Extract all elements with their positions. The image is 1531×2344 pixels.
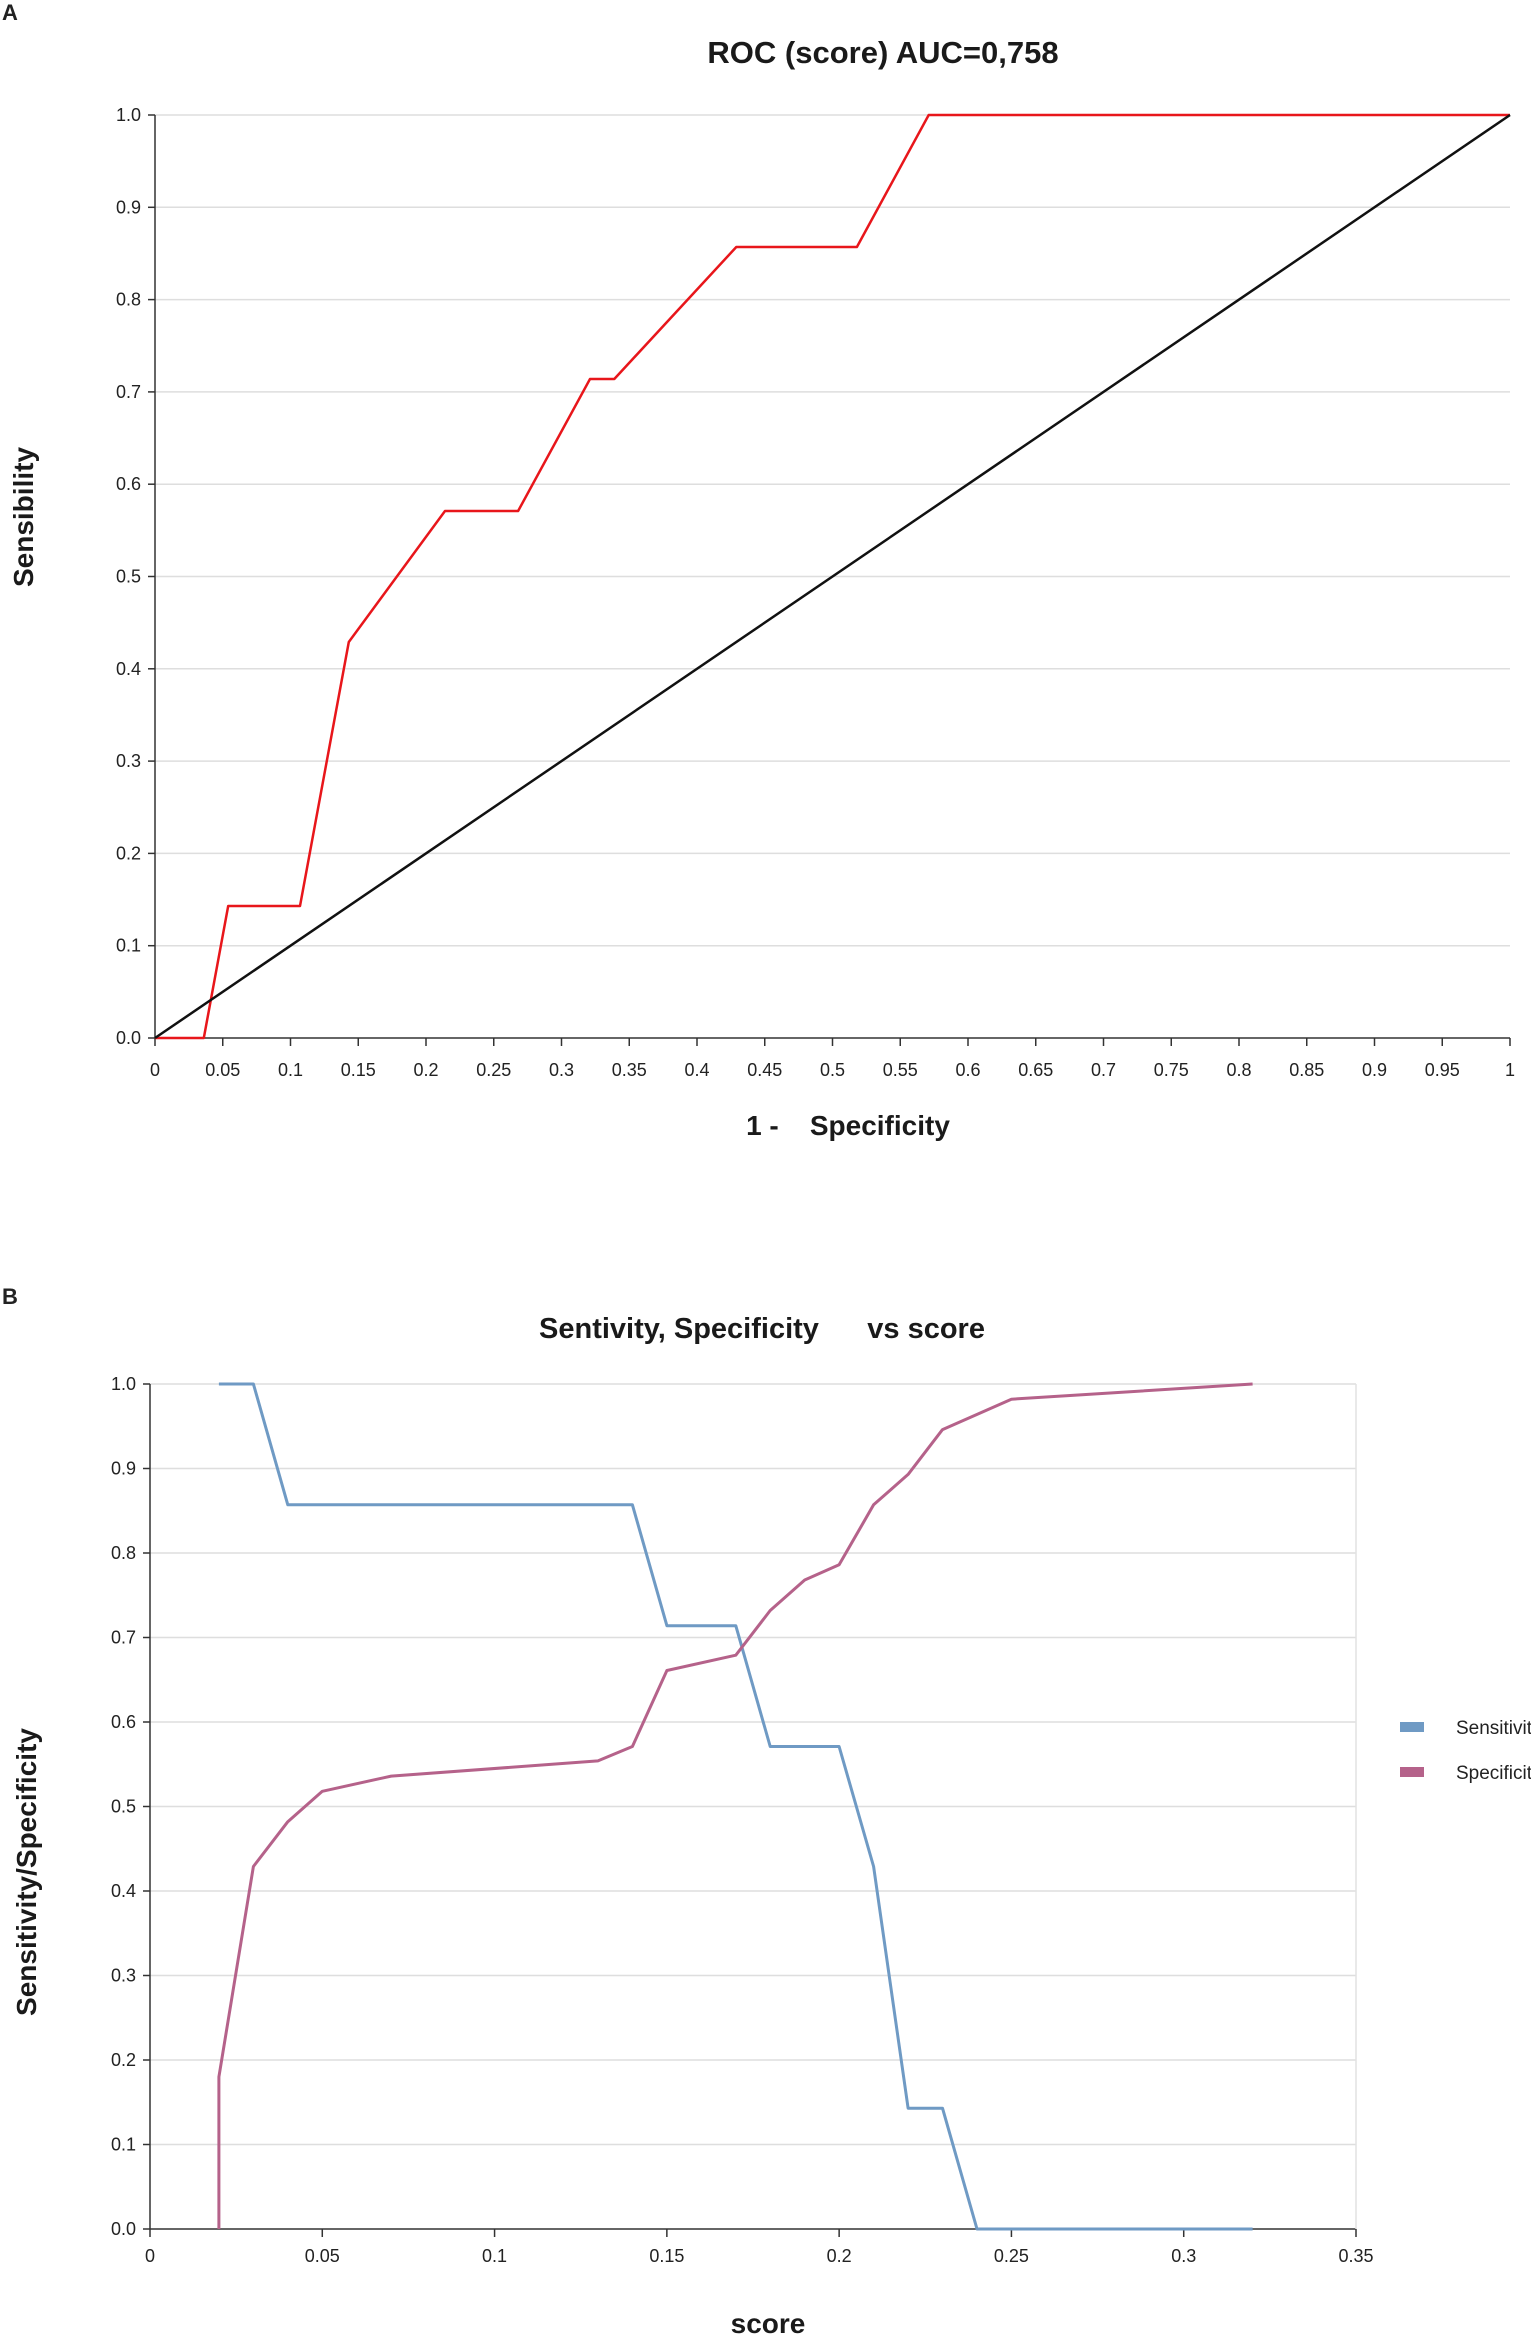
roc-x-tick-label: 0.95 (1425, 1060, 1460, 1080)
sens-spec-x-tick-label: 0.2 (827, 2246, 852, 2266)
sens-spec-y-tick-label: 0.9 (111, 1459, 136, 1479)
roc-y-tick-label: 0.1 (116, 936, 141, 956)
roc-x-tick-label: 0.75 (1154, 1060, 1189, 1080)
roc-x-tick-label: 0.9 (1362, 1060, 1387, 1080)
roc-y-tick-label: 0.7 (116, 382, 141, 402)
sens-spec-y-axis-label: Sensitivity/Specificity (11, 1728, 42, 2016)
roc-x-axis-label: 1 - Specificity (746, 1110, 950, 1141)
roc-y-tick-label: 0.0 (116, 1028, 141, 1048)
roc-x-tick-label: 0.8 (1226, 1060, 1251, 1080)
roc-x-tick-label: 0.3 (549, 1060, 574, 1080)
sens-spec-y-tick-label: 0.6 (111, 1712, 136, 1732)
roc-x-tick-label: 0 (150, 1060, 160, 1080)
roc-x-tick-label: 0.25 (476, 1060, 511, 1080)
roc-series (154, 113, 1511, 1040)
sens-spec-series-sensitivity-line (218, 1382, 1253, 2231)
sens-spec-x-tick-label: 0.1 (482, 2246, 507, 2266)
sensitivity-specificity-chart: Sentivity, Specificity vs score 0.00.10.… (11, 1313, 1531, 2339)
sens-spec-y-tick-label: 0.7 (111, 1628, 136, 1648)
roc-y-tick-label: 0.4 (116, 659, 141, 679)
sens-spec-y-tick-label: 1.0 (111, 1374, 136, 1394)
roc-x-tick-label: 1 (1505, 1060, 1515, 1080)
sens-spec-legend: Sensitivity Specificity (1400, 1718, 1531, 1784)
roc-x-tick-label: 0.4 (684, 1060, 709, 1080)
sens-spec-y-tick-label: 0.1 (111, 2135, 136, 2155)
legend-swatch-sensitivity (1400, 1722, 1424, 1732)
sens-spec-x-tick-label: 0.15 (649, 2246, 684, 2266)
roc-x-tick-label: 0.1 (278, 1060, 303, 1080)
sens-spec-y-tick-label: 0.0 (111, 2219, 136, 2239)
roc-y-tick-labels: 0.0 0.1 0.2 0.3 0.4 0.5 0.6 0.7 0.8 0.9 1.0 (116, 105, 141, 1048)
sens-spec-gridlines (150, 1383, 1356, 2146)
roc-y-axis-label: Sensibility (8, 447, 39, 587)
sens-spec-series (217, 1382, 1253, 2231)
sens-spec-x-tick-label: 0.35 (1338, 2246, 1373, 2266)
roc-x-tick-label: 0.7 (1091, 1060, 1116, 1080)
sens-spec-chart-title: Sentivity, Specificity vs score (539, 1313, 985, 1345)
roc-x-tick-label: 0.55 (883, 1060, 918, 1080)
sens-spec-series-specificity-line (217, 1382, 1253, 2229)
roc-x-tick-label: 0.05 (205, 1060, 240, 1080)
sens-spec-y-tick-label: 0.4 (111, 1881, 136, 1901)
roc-y-tick-label: 0.8 (116, 290, 141, 310)
sens-spec-y-tick-label: 0.2 (111, 2050, 136, 2070)
sens-spec-x-tick-label: 0.3 (1171, 2246, 1196, 2266)
roc-gridlines (155, 114, 1510, 947)
sens-spec-x-tick-labels: 0 0.05 0.1 0.15 0.2 0.25 0.3 0.35 (145, 2246, 1374, 2266)
roc-x-tick-label: 0.5 (820, 1060, 845, 1080)
legend-label-sensitivity: Sensitivity (1456, 1718, 1531, 1739)
sens-spec-y-tick-labels: 0.0 0.1 0.2 0.3 0.4 0.5 0.6 0.7 0.8 0.9 1.0 (111, 1374, 136, 2239)
roc-y-tick-label: 0.3 (116, 751, 141, 771)
panel-label-b: B (2, 1284, 18, 1309)
roc-x-tick-label: 0.45 (747, 1060, 782, 1080)
roc-y-tick-label: 1.0 (116, 105, 141, 125)
roc-x-tick-label: 0.65 (1018, 1060, 1053, 1080)
roc-x-tick-label: 0.15 (341, 1060, 376, 1080)
sens-spec-y-tick-label: 0.8 (111, 1543, 136, 1563)
roc-x-tick-labels: 0 0.05 0.1 0.15 0.2 0.25 0.3 0.35 0.4 0.45 0.5 0.55… (150, 1060, 1515, 1080)
roc-chart-title: ROC (score) AUC=0,758 (707, 35, 1058, 70)
sens-spec-axes (143, 1383, 1357, 2237)
roc-y-tick-label: 0.2 (116, 843, 141, 863)
roc-y-tick-label: 0.9 (116, 197, 141, 217)
sens-spec-x-tick-label: 0 (145, 2246, 155, 2266)
roc-x-tick-label: 0.2 (413, 1060, 438, 1080)
sens-spec-x-tick-label: 0.25 (994, 2246, 1029, 2266)
sens-spec-x-tick-label: 0.05 (305, 2246, 340, 2266)
roc-axes (148, 114, 1511, 1046)
roc-series-roc-line (155, 113, 1510, 1040)
panel-label-a: A (2, 0, 18, 25)
roc-y-tick-label: 0.5 (116, 567, 141, 587)
roc-y-tick-label: 0.6 (116, 474, 141, 494)
sens-spec-x-axis-label: score (731, 2308, 806, 2339)
legend-label-specificity: Specificity (1456, 1763, 1531, 1784)
roc-chart: ROC (score) AUC=0,758 0.0 0.1 0.2 0.3 0.4 0.5… (8, 35, 1515, 1141)
sens-spec-y-tick-label: 0.5 (111, 1797, 136, 1817)
roc-x-tick-label: 0.85 (1289, 1060, 1324, 1080)
legend-swatch-specificity (1400, 1767, 1424, 1777)
sens-spec-y-tick-label: 0.3 (111, 1966, 136, 1986)
roc-x-tick-label: 0.35 (612, 1060, 647, 1080)
roc-series-reference-line (154, 113, 1511, 1040)
roc-x-tick-label: 0.6 (955, 1060, 980, 1080)
